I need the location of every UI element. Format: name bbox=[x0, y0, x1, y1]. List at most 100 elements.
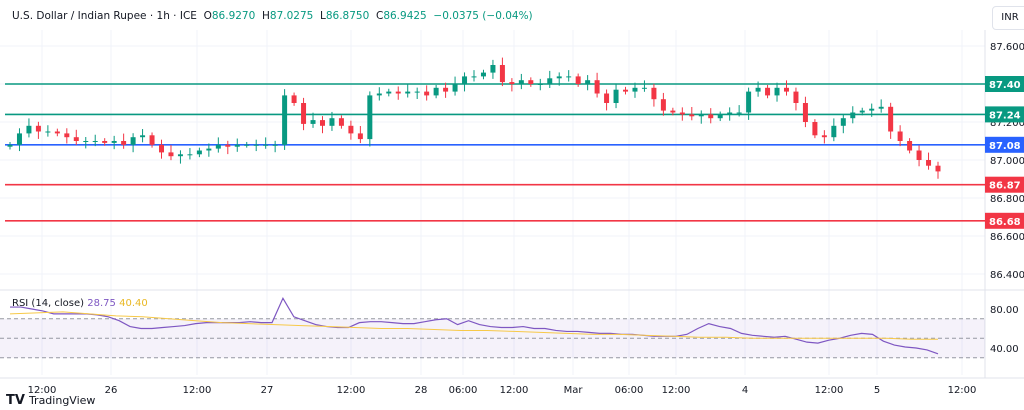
symbol-header: U.S. Dollar / Indian Rupee · 1h · ICE O8… bbox=[12, 10, 533, 22]
candle-body bbox=[727, 112, 733, 115]
candle-body bbox=[604, 93, 610, 103]
candle-body bbox=[471, 76, 477, 78]
candle-body bbox=[452, 84, 458, 92]
candle-body bbox=[888, 106, 894, 132]
rsi-axis-label: 40.00 bbox=[990, 344, 1019, 355]
time-axis-label: 28 bbox=[415, 385, 428, 396]
candle-body bbox=[528, 80, 534, 84]
level-badge bbox=[985, 176, 1024, 193]
candle-body bbox=[244, 144, 250, 146]
candle-body bbox=[821, 135, 827, 138]
rsi-axis-label: 80.00 bbox=[990, 305, 1019, 316]
time-axis-label: 4 bbox=[742, 385, 748, 396]
open-label: O bbox=[203, 10, 212, 22]
candle-body bbox=[623, 89, 629, 92]
price-axis-label: 86.400 bbox=[990, 270, 1024, 281]
close-value: 86.9425 bbox=[383, 10, 427, 22]
candle-body bbox=[490, 65, 496, 73]
candle-body bbox=[850, 112, 856, 119]
time-axis-label: 27 bbox=[261, 385, 274, 396]
candle-body bbox=[263, 144, 269, 146]
candle-body bbox=[783, 87, 789, 92]
candle-body bbox=[499, 65, 505, 83]
level-badge bbox=[985, 76, 1024, 92]
candle-body bbox=[291, 95, 297, 103]
candle-body bbox=[225, 144, 231, 147]
candle-body bbox=[376, 93, 382, 96]
candle-body bbox=[215, 144, 221, 149]
rsi-ma-line bbox=[9, 311, 938, 340]
high-value: 87.0275 bbox=[269, 10, 314, 22]
candle-body bbox=[670, 110, 676, 113]
candle-body bbox=[859, 110, 865, 113]
candle-body bbox=[793, 91, 799, 103]
rsi-label: RSI (14, close) bbox=[12, 298, 85, 309]
candle-body bbox=[338, 118, 344, 126]
candle-body bbox=[319, 120, 325, 126]
candle-body bbox=[206, 148, 212, 151]
candle-body bbox=[916, 150, 922, 160]
candle-body bbox=[641, 87, 647, 89]
candle-body bbox=[935, 165, 941, 172]
candle-body bbox=[594, 80, 600, 94]
candle-body bbox=[632, 87, 638, 92]
candle-body bbox=[651, 87, 657, 100]
level-label: 86.68 bbox=[989, 217, 1021, 228]
change-value: −0.0375 (−0.04%) bbox=[433, 10, 533, 22]
price-axis-label: 86.600 bbox=[990, 232, 1024, 243]
candle-body bbox=[310, 120, 316, 124]
time-axis-label: 06:00 bbox=[615, 385, 644, 396]
candle-body bbox=[64, 133, 70, 138]
rsi-legend: RSI (14, close) 28.75 40.40 bbox=[12, 298, 148, 309]
candle-body bbox=[121, 141, 127, 145]
level-badge bbox=[985, 136, 1024, 153]
low-value: 86.8750 bbox=[325, 10, 370, 22]
candle-body bbox=[54, 131, 60, 134]
candle-body bbox=[518, 80, 524, 84]
time-axis-label: 12:00 bbox=[28, 385, 57, 396]
candle-body bbox=[424, 91, 430, 96]
candle-body bbox=[130, 137, 136, 145]
candle-body bbox=[613, 89, 619, 103]
candle-body bbox=[83, 141, 89, 142]
level-label: 86.87 bbox=[989, 181, 1021, 192]
time-axis-label: 06:00 bbox=[449, 385, 478, 396]
rsi-value: 28.75 bbox=[87, 298, 116, 309]
candle-body bbox=[869, 108, 875, 111]
candle-body bbox=[679, 112, 685, 115]
candle-body bbox=[395, 91, 401, 94]
candle-body bbox=[348, 125, 354, 134]
candle-body bbox=[301, 103, 307, 124]
candle-body bbox=[159, 144, 165, 153]
candle-body bbox=[802, 103, 808, 122]
branding-text: TradingView bbox=[28, 394, 96, 407]
candle-body bbox=[755, 87, 761, 92]
time-axis-label: Mar bbox=[564, 385, 584, 396]
time-axis-label: 5 bbox=[874, 385, 880, 396]
candle-body bbox=[26, 125, 32, 134]
level-label: 87.40 bbox=[989, 80, 1021, 91]
rsi-ma-value: 40.40 bbox=[119, 298, 148, 309]
high-label: H bbox=[261, 10, 270, 22]
candle-body bbox=[7, 144, 13, 147]
candle-body bbox=[746, 91, 752, 113]
open-value: 86.9270 bbox=[211, 10, 256, 22]
candle-body bbox=[585, 80, 591, 84]
tradingview-logo[interactable]: TV TradingView bbox=[6, 393, 95, 408]
time-axis-label: 12:00 bbox=[337, 385, 366, 396]
candle-body bbox=[177, 154, 183, 157]
time-axis-label: 12:00 bbox=[662, 385, 691, 396]
candle-body bbox=[140, 135, 146, 138]
candle-body bbox=[566, 76, 572, 78]
candle-body bbox=[480, 72, 486, 77]
currency-button[interactable]: INR bbox=[992, 6, 1024, 30]
candle-body bbox=[102, 141, 108, 143]
candle-body bbox=[92, 141, 98, 142]
candle-body bbox=[433, 87, 439, 96]
candle-body bbox=[547, 78, 553, 84]
candle-body bbox=[689, 114, 695, 117]
level-badge bbox=[985, 212, 1024, 229]
candle-body bbox=[774, 87, 780, 96]
candle-body bbox=[717, 114, 723, 119]
